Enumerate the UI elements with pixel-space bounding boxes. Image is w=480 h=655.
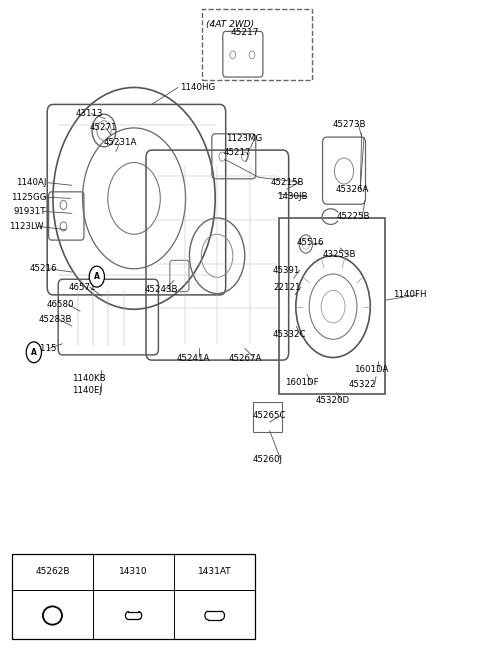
Text: 45241A: 45241A <box>177 354 210 364</box>
Text: 45320D: 45320D <box>315 396 349 405</box>
Text: 45215B: 45215B <box>271 178 304 187</box>
Text: 45216: 45216 <box>30 265 58 273</box>
Text: 45326A: 45326A <box>336 185 369 194</box>
Text: 46580: 46580 <box>47 300 74 309</box>
Text: 42115: 42115 <box>30 344 58 353</box>
Text: 45217: 45217 <box>223 148 251 157</box>
Text: 45225B: 45225B <box>336 212 370 221</box>
Text: 1123MG: 1123MG <box>226 134 262 143</box>
Text: 1601DA: 1601DA <box>354 365 388 375</box>
Text: 22121: 22121 <box>274 282 301 291</box>
Text: (4AT 2WD): (4AT 2WD) <box>205 20 254 29</box>
Text: 45322: 45322 <box>349 381 376 389</box>
Text: 14310: 14310 <box>119 567 148 576</box>
Text: 45243B: 45243B <box>144 285 178 294</box>
Text: 1125GG: 1125GG <box>11 193 47 202</box>
Text: 45271: 45271 <box>90 123 117 132</box>
Text: 1123LW: 1123LW <box>9 222 43 231</box>
Text: 1431AT: 1431AT <box>198 567 231 576</box>
Text: 45516: 45516 <box>296 238 324 247</box>
Text: 43253B: 43253B <box>322 250 356 259</box>
Text: 1140AJ: 1140AJ <box>16 178 46 187</box>
Circle shape <box>26 342 41 363</box>
Text: 45391: 45391 <box>273 266 300 274</box>
Circle shape <box>89 266 105 287</box>
Text: 46571: 46571 <box>68 282 96 291</box>
Text: 45262B: 45262B <box>35 567 70 576</box>
Text: 1601DF: 1601DF <box>285 379 319 388</box>
Text: A: A <box>31 348 37 357</box>
Text: 45217: 45217 <box>230 28 259 37</box>
Text: 1430JB: 1430JB <box>277 192 308 201</box>
Text: 43113: 43113 <box>75 109 103 118</box>
Text: 1140FH: 1140FH <box>393 290 426 299</box>
Text: 45231A: 45231A <box>104 138 137 147</box>
Bar <box>12 555 255 639</box>
Text: A: A <box>94 272 100 281</box>
Text: 45332C: 45332C <box>273 329 306 339</box>
Text: 91931T: 91931T <box>13 207 46 216</box>
Text: 45265C: 45265C <box>253 411 287 420</box>
Text: 45267A: 45267A <box>228 354 262 364</box>
Text: 1140EJ: 1140EJ <box>72 386 102 395</box>
Bar <box>202 9 312 80</box>
Text: 1140KB: 1140KB <box>72 374 106 383</box>
Text: 45273B: 45273B <box>333 119 367 128</box>
Text: 45260J: 45260J <box>253 455 283 464</box>
Bar <box>253 402 281 432</box>
Text: 1140HG: 1140HG <box>180 83 216 92</box>
Bar <box>279 218 385 394</box>
Text: 45283B: 45283B <box>38 315 72 324</box>
